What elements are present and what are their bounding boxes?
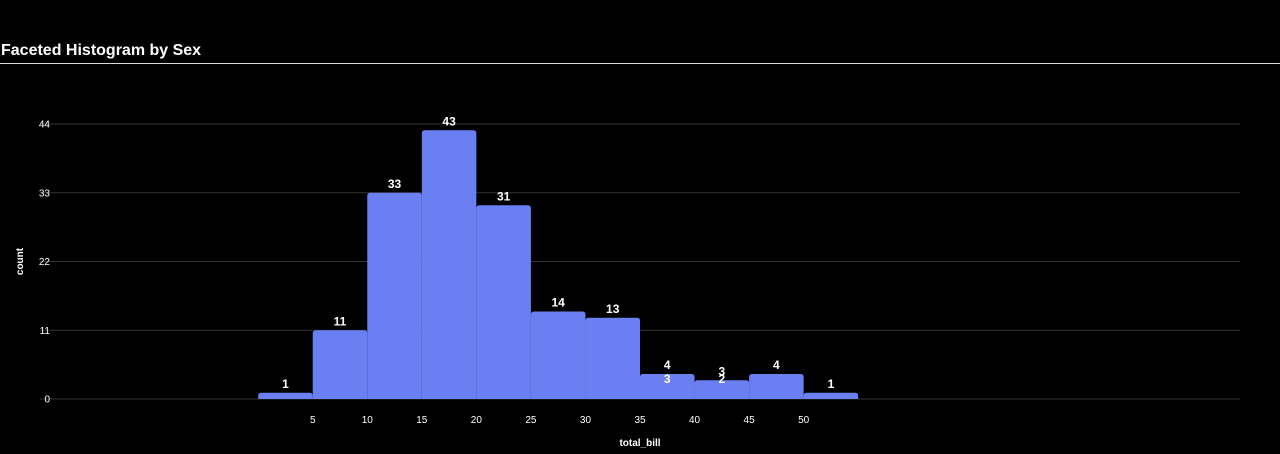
bar-value-label: 31 xyxy=(497,189,511,203)
x-tick-label: 15 xyxy=(416,415,428,426)
chart-title: Faceted Histogram by Sex xyxy=(1,42,202,59)
bar-value-label: 1 xyxy=(282,377,289,391)
bar-value-label: 13 xyxy=(606,302,620,316)
histogram-bar[interactable] xyxy=(312,330,368,399)
x-tick-label: 45 xyxy=(744,415,756,426)
histogram-bar[interactable] xyxy=(694,380,750,399)
y-tick-label: 44 xyxy=(39,120,51,131)
histogram-bar[interactable] xyxy=(367,192,422,399)
x-tick-label: 5 xyxy=(310,415,316,426)
bar-value-label: 4 xyxy=(773,358,780,372)
overlapped-value-label: 2 xyxy=(718,372,725,386)
bar-value-label: 33 xyxy=(388,177,402,191)
y-tick-label: 33 xyxy=(39,188,51,199)
bars xyxy=(258,130,859,400)
x-tick-label: 40 xyxy=(689,415,701,426)
y-axis-label: count xyxy=(15,247,26,275)
x-tick-label: 30 xyxy=(580,415,592,426)
y-tick-label: 11 xyxy=(40,326,51,337)
bar-value-label: 11 xyxy=(334,314,347,328)
x-axis-label: total_bill xyxy=(619,438,660,449)
x-tick-label: 10 xyxy=(362,415,374,426)
histogram-bar[interactable] xyxy=(803,392,859,399)
histogram-bar[interactable] xyxy=(421,130,477,399)
x-tick-labels: 5 10 15 20 25 30 35 40 45 50 xyxy=(310,415,810,426)
bar-value-label: 3 xyxy=(718,364,725,378)
histogram-bar[interactable] xyxy=(585,317,640,399)
histogram-bar[interactable] xyxy=(476,205,531,399)
histogram-bar[interactable] xyxy=(530,311,586,400)
histogram-bar[interactable] xyxy=(749,374,804,399)
title-divider xyxy=(0,63,1280,64)
x-tick-label: 25 xyxy=(525,415,537,426)
bar-value-label: 43 xyxy=(442,114,456,128)
overlapped-value-label: 3 xyxy=(664,372,671,386)
y-tick-label: 22 xyxy=(39,257,51,268)
y-tick-label: 0 xyxy=(44,395,50,406)
histogram-bar[interactable] xyxy=(258,392,313,399)
bar-value-label: 1 xyxy=(828,377,835,391)
y-tick-labels: 0 11 22 33 44 xyxy=(39,120,51,406)
x-tick-label: 20 xyxy=(471,415,483,426)
histogram-bar[interactable] xyxy=(640,374,695,399)
bar-value-label: 14 xyxy=(552,296,566,310)
bar-value-label: 4 xyxy=(664,358,671,372)
x-tick-label: 35 xyxy=(634,415,646,426)
x-tick-label: 50 xyxy=(798,415,810,426)
